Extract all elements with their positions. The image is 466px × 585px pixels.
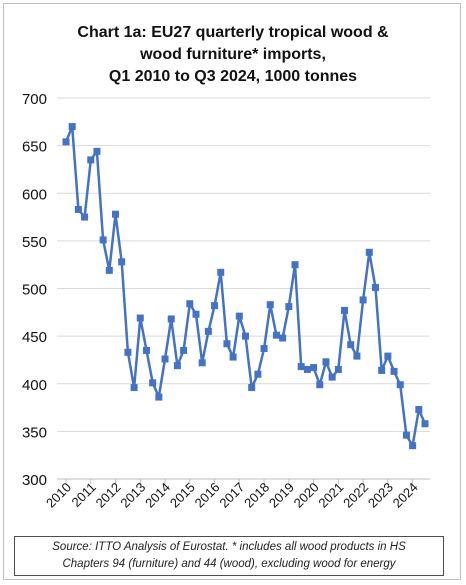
data-point <box>266 301 274 309</box>
y-tick-label: 400 <box>22 377 47 394</box>
data-point <box>149 379 157 387</box>
data-point <box>118 258 126 266</box>
x-tick-label: 2015 <box>167 480 198 511</box>
data-point <box>180 346 188 354</box>
data-point <box>192 310 200 318</box>
y-tick-label: 300 <box>22 472 47 489</box>
x-tick-label: 2020 <box>291 480 322 511</box>
chart-title-line-1: Chart 1a: EU27 quarterly tropical wood & <box>77 24 389 41</box>
data-point <box>285 303 293 311</box>
data-point <box>173 362 181 370</box>
data-point <box>341 306 349 314</box>
data-point <box>303 365 311 373</box>
data-point <box>99 236 107 244</box>
data-point <box>396 381 404 389</box>
data-point <box>402 431 410 439</box>
data-point <box>155 393 163 401</box>
data-point <box>378 366 386 374</box>
data-point <box>421 420 429 428</box>
x-tick-label: 2023 <box>365 480 396 511</box>
data-point <box>334 365 342 373</box>
x-tick-label: 2022 <box>340 480 371 511</box>
x-tick-label: 2021 <box>315 480 346 511</box>
data-point <box>81 213 89 221</box>
x-tick-label: 2011 <box>68 480 98 510</box>
data-point <box>279 334 287 342</box>
y-tick-label: 650 <box>22 139 47 156</box>
data-point <box>328 373 336 381</box>
data-point <box>272 331 280 339</box>
data-point <box>62 138 70 146</box>
data-point <box>198 359 206 367</box>
data-point <box>136 314 144 322</box>
data-point <box>142 346 150 354</box>
data-point <box>87 156 95 164</box>
data-point <box>371 284 379 292</box>
x-tick-label: 2012 <box>93 480 124 511</box>
source-note-line-2: Chapters 94 (furniture) and 44 (wood), e… <box>62 558 396 570</box>
x-tick-label: 2017 <box>216 480 247 511</box>
data-point <box>68 123 76 131</box>
data-point <box>297 363 305 371</box>
data-point <box>161 355 169 363</box>
data-point <box>235 312 243 320</box>
data-point <box>409 442 417 450</box>
y-tick-label: 450 <box>22 329 47 346</box>
data-point <box>223 340 231 348</box>
y-tick-label: 550 <box>22 234 47 251</box>
chart-title-line-3: Q1 2010 to Q3 2024, 1000 tonnes <box>108 68 358 85</box>
data-point <box>186 300 194 308</box>
data-point <box>291 261 299 269</box>
chart-title-line-2: wood furniture* imports, <box>140 46 326 63</box>
data-point <box>415 405 423 413</box>
data-point <box>384 352 392 360</box>
data-point <box>359 296 367 304</box>
data-point <box>167 315 175 323</box>
data-point <box>365 248 373 256</box>
y-tick-label: 500 <box>22 282 47 299</box>
data-point <box>242 332 249 340</box>
x-tick-label: 2010 <box>43 480 74 511</box>
data-point <box>217 268 225 276</box>
data-point <box>316 381 324 389</box>
x-tick-label: 2024 <box>390 480 421 511</box>
x-tick-label: 2019 <box>266 480 297 511</box>
source-note-line-1: Source: ITTO Analysis of Eurostat. * inc… <box>52 541 406 553</box>
data-point <box>105 266 113 274</box>
chart-title: Chart 1a: EU27 quarterly tropical wood &… <box>0 22 466 88</box>
data-point <box>93 147 101 155</box>
x-tick-label: 2014 <box>142 480 173 511</box>
data-point <box>260 345 268 353</box>
series-line <box>64 125 427 447</box>
x-tick-label: 2018 <box>241 480 272 511</box>
x-tick-label: 2013 <box>117 480 148 511</box>
data-point <box>74 205 82 213</box>
data-point <box>390 367 398 375</box>
data-point <box>322 358 330 366</box>
data-point <box>130 384 138 392</box>
data-point <box>112 210 120 218</box>
chart-frame <box>3 3 461 580</box>
data-point <box>204 327 212 335</box>
data-point <box>248 384 256 392</box>
y-tick-label: 700 <box>22 91 47 108</box>
data-point <box>229 353 237 361</box>
data-point <box>347 341 355 349</box>
data-point <box>124 348 132 356</box>
y-tick-label: 600 <box>22 186 47 203</box>
x-tick-label: 2016 <box>192 480 223 511</box>
y-tick-label: 350 <box>22 424 47 441</box>
data-point <box>211 302 219 310</box>
data-point <box>353 352 361 360</box>
data-point <box>310 364 318 372</box>
data-point <box>254 370 262 378</box>
source-note: Source: ITTO Analysis of Eurostat. * inc… <box>14 536 444 576</box>
